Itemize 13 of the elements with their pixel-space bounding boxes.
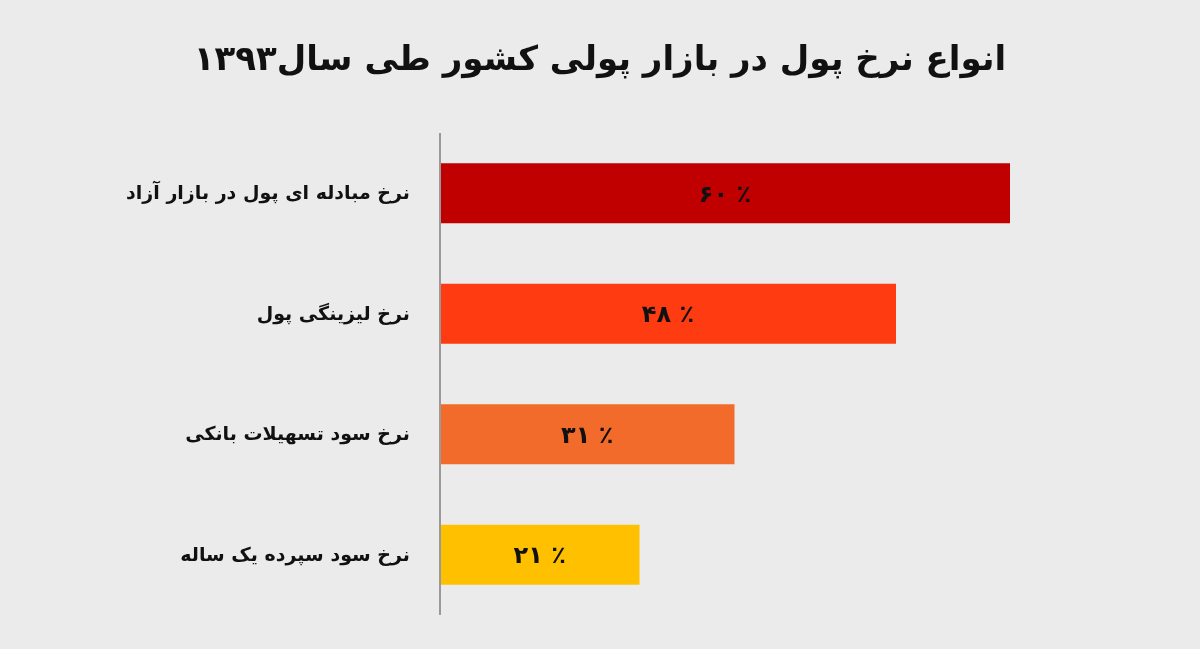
data-label: ۳۱ ٪ <box>561 420 614 449</box>
data-label: ۲۱ ٪ <box>513 541 566 570</box>
data-label: ۶۰ ٪ <box>698 179 752 208</box>
y-tick-label: نرخ لیزینگی پول <box>256 301 410 325</box>
y-tick-label: نرخ سود تسهیلات بانکی <box>185 422 410 446</box>
data-label: ۴۸ ٪ <box>641 300 695 329</box>
bar <box>440 163 1010 224</box>
y-tick-label: نرخ سود سپرده یک ساله <box>180 542 410 566</box>
chart-title: انواع نرخ پول در بازار پولی کشور طی سال۱۳۹۳ <box>192 38 1008 78</box>
bar <box>440 283 896 344</box>
bar <box>440 404 735 465</box>
bar <box>440 524 640 585</box>
y-tick-label: نرخ مبادله ای پول در بازار آزاد <box>126 180 410 205</box>
